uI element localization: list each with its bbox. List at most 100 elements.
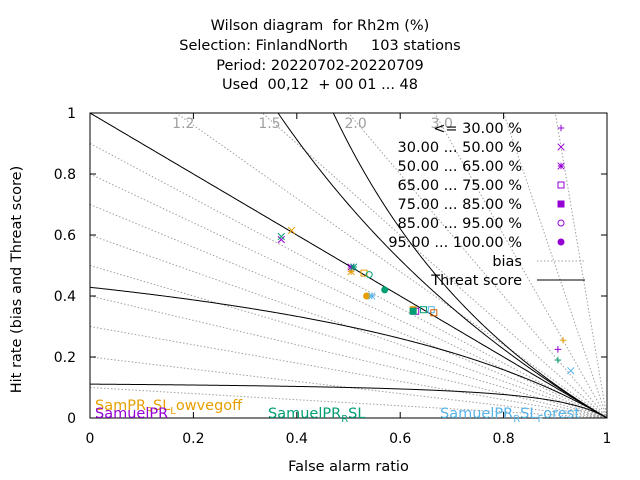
- marker-stroke: [287, 226, 296, 235]
- title-line-4: Used 00,12 + 00 01 ... 48: [221, 77, 418, 93]
- marker-stroke: [368, 292, 376, 300]
- series-label-rest: SL: [348, 406, 365, 422]
- legend-marker: [557, 238, 565, 246]
- series-label-main: SamPR: [95, 398, 146, 414]
- bias-label: 3.0: [431, 116, 453, 132]
- data-point: [419, 306, 427, 314]
- legend-marker: [557, 200, 565, 208]
- bias-line: [90, 173, 607, 418]
- x-tick-label: 0: [86, 431, 95, 447]
- x-axis-label: False alarm ratio: [288, 459, 409, 475]
- y-tick-label: 1: [67, 106, 76, 122]
- legend-label: 95.00 ... 100.00 %: [388, 235, 522, 251]
- bias-line: [347, 113, 607, 418]
- marker-shape: [365, 271, 373, 279]
- x-tick-label: 0.2: [182, 431, 204, 447]
- legend-label: 75.00 ... 85.00 %: [398, 197, 522, 213]
- y-tick-label: 0: [67, 411, 76, 427]
- marker-shape: [557, 219, 565, 227]
- legend-marker: [557, 219, 565, 227]
- series-label-rest: SL: [153, 398, 170, 414]
- legend-label: 30.00 ... 50.00 %: [398, 140, 522, 156]
- series-label: SamPRRSLLowvegoff: [95, 398, 243, 417]
- data-point: [287, 226, 296, 235]
- data-point: [277, 232, 285, 241]
- series-label-sub: R: [513, 414, 520, 425]
- legend-label: <= 30.00 %: [433, 121, 522, 137]
- data-point: [554, 356, 562, 364]
- x-tick-label: 0.4: [286, 431, 308, 447]
- legend-label: Threat score: [430, 273, 522, 289]
- bias-line: [90, 204, 607, 418]
- legend-marker: [557, 143, 565, 151]
- data-point: [430, 309, 438, 317]
- data-point: [409, 307, 417, 315]
- bias-line: [554, 113, 607, 418]
- y-tick-label: 0.8: [54, 167, 76, 183]
- series-label-end: owvegoff: [176, 398, 243, 414]
- legend-label: bias: [492, 254, 522, 270]
- bias-label: 1.5: [258, 116, 280, 132]
- marker-stroke: [277, 235, 285, 244]
- data-point: [381, 286, 389, 294]
- data-point: [559, 336, 567, 344]
- marker-shape: [419, 306, 427, 314]
- bias-line: [503, 113, 607, 418]
- bias-label: 2.0: [345, 116, 367, 132]
- data-point: [350, 263, 358, 271]
- plot-frame: [89, 112, 608, 419]
- threat-score-curve: [90, 383, 607, 418]
- marker-stroke: [557, 143, 565, 151]
- marker-stroke: [567, 367, 575, 375]
- threat-score-curve: [332, 113, 607, 418]
- marker-shape: [557, 238, 565, 246]
- series-label-main: SamuelPR: [440, 406, 513, 422]
- x-tick-label: 0.6: [389, 431, 411, 447]
- series-label-sub2: L: [170, 406, 176, 417]
- marker-stroke: [350, 263, 358, 271]
- marker-stroke: [277, 232, 285, 241]
- data-point: [554, 346, 562, 353]
- x-tick-label: 1: [603, 431, 612, 447]
- data-point: [368, 292, 376, 300]
- data-point: [567, 367, 575, 375]
- bias-line: [90, 387, 607, 418]
- bias-line: [90, 326, 607, 418]
- title-line-1: Wilson diagram for Rh2m (%): [210, 18, 430, 34]
- title-line-3: Period: 20220702-20220709: [216, 58, 424, 74]
- data-point: [365, 271, 373, 279]
- y-tick-label: 0.2: [54, 350, 76, 366]
- bias-line: [90, 143, 607, 418]
- legend-label: 85.00 ... 95.00 %: [398, 216, 522, 232]
- bias-label: 1.2: [172, 116, 194, 132]
- plot-area: [90, 113, 607, 418]
- legend-label: 50.00 ... 65.00 %: [398, 159, 522, 175]
- x-tick-label: 0.8: [492, 431, 514, 447]
- y-tick-label: 0.4: [54, 289, 76, 305]
- bias-line: [261, 113, 607, 418]
- y-axis-label: Hit rate (bias and Threat score): [9, 166, 25, 394]
- series-label: SamuelPRRSLForest: [440, 406, 580, 425]
- data-point: [277, 235, 285, 244]
- marker-shape: [409, 307, 417, 315]
- legend-marker: [557, 181, 565, 189]
- threat-score-curve: [90, 113, 607, 418]
- y-tick-label: 0.6: [54, 228, 76, 244]
- bias-line: [90, 295, 607, 418]
- series-label-sub: R: [146, 406, 153, 417]
- legend-marker: [557, 124, 565, 132]
- legend-marker: [557, 162, 565, 170]
- series-label-sub2: F: [537, 414, 543, 425]
- marker-stroke: [557, 162, 565, 170]
- threat-score-curve: [90, 286, 607, 418]
- series-label-main: SamuelPR: [268, 406, 341, 422]
- series-label: SamuelPR: [95, 406, 168, 422]
- marker-shape: [381, 286, 389, 294]
- series-label-rest: SL: [520, 406, 537, 422]
- series-label-end: orest: [543, 406, 580, 422]
- legend-label: 65.00 ... 75.00 %: [398, 178, 522, 194]
- series-label: SamuelPRRSL: [268, 406, 365, 425]
- marker-shape: [430, 309, 438, 317]
- threat-score-curve: [277, 113, 607, 418]
